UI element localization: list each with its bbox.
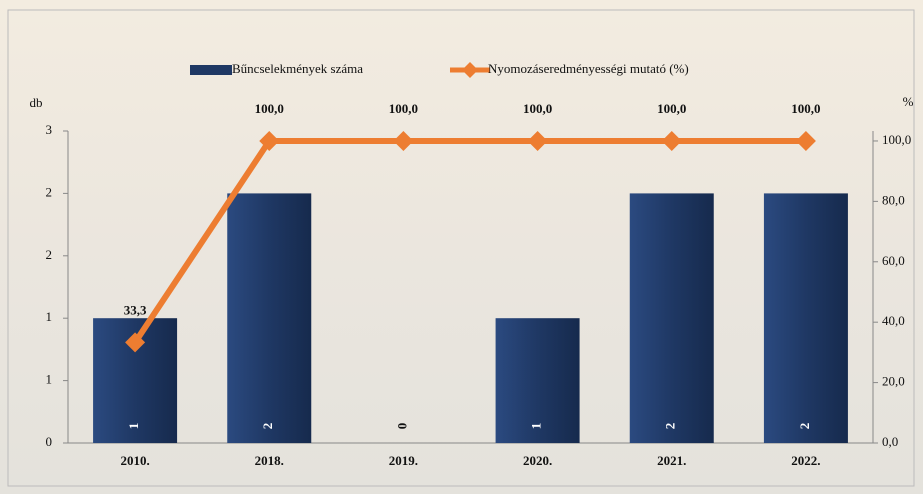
- x-tick-label: 2019.: [389, 453, 418, 468]
- y2-tick-label: 40,0: [882, 313, 905, 328]
- line-marker: [393, 130, 414, 151]
- line: [132, 137, 806, 345]
- bar-value-label: 0: [394, 423, 409, 430]
- line-value-label: 100,0: [657, 101, 686, 116]
- line-marker: [527, 130, 548, 151]
- line-marker: [661, 130, 682, 151]
- y2-tick-label: 0,0: [882, 434, 898, 449]
- y-tick-label: 0: [46, 434, 53, 449]
- bar: [629, 193, 714, 443]
- line-value-label: 100,0: [791, 101, 820, 116]
- line-marker: [795, 130, 816, 151]
- legend-swatch-marker: [462, 62, 478, 78]
- y-tick-label: 3: [46, 122, 53, 137]
- y2-tick-label: 80,0: [882, 192, 905, 207]
- y-axis-title: db: [30, 95, 43, 110]
- line-value-label: 100,0: [255, 101, 284, 116]
- bar: [227, 193, 312, 443]
- y-tick-label: 1: [46, 372, 53, 387]
- x-tick-label: 2020.: [523, 453, 552, 468]
- line-marker: [125, 332, 146, 353]
- legend-label: Bűncselekmények száma: [232, 61, 363, 76]
- line-value-label: 33,3: [124, 302, 147, 317]
- x-tick-label: 2010.: [120, 453, 149, 468]
- y-tick-label: 1: [46, 309, 53, 324]
- line-marker: [259, 130, 280, 151]
- x-tick-label: 2018.: [255, 453, 284, 468]
- bar: [763, 193, 848, 443]
- line-value-label: 100,0: [523, 101, 552, 116]
- y2-axis-title: %: [903, 94, 914, 109]
- x-tick-label: 2021.: [657, 453, 686, 468]
- bar-value-label: 2: [663, 423, 678, 430]
- bar-value-label: 2: [797, 423, 812, 430]
- bar-value-label: 1: [126, 423, 141, 430]
- x-tick-label: 2022.: [791, 453, 820, 468]
- bar-value-label: 1: [529, 423, 544, 430]
- legend-swatch: [190, 65, 232, 75]
- line-value-label: 100,0: [389, 101, 418, 116]
- y2-tick-label: 100,0: [882, 132, 911, 147]
- frame: [7, 9, 915, 487]
- bar: [495, 318, 580, 443]
- y-tick-label: 2: [46, 247, 53, 262]
- legend-label: Nyomozáseredményességi mutató (%): [488, 61, 689, 76]
- bar-value-label: 2: [260, 423, 275, 430]
- y-tick-label: 2: [46, 184, 53, 199]
- y2-tick-label: 60,0: [882, 253, 905, 268]
- y2-tick-label: 20,0: [882, 374, 905, 389]
